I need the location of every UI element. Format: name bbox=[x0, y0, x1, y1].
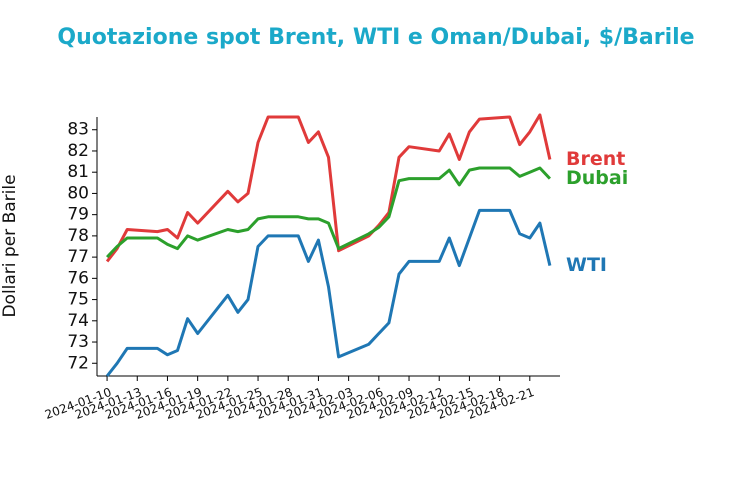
y-tick-label: 74 bbox=[67, 311, 89, 331]
y-tick-label: 78 bbox=[67, 226, 89, 246]
y-tick-label: 75 bbox=[67, 290, 89, 310]
y-tick-label: 76 bbox=[67, 268, 89, 288]
y-axis-label: Dollari per Barile bbox=[0, 174, 20, 317]
y-tick-label: 72 bbox=[67, 353, 89, 373]
y-tick-label: 79 bbox=[67, 205, 89, 225]
y-tick-label: 77 bbox=[67, 247, 89, 267]
series-line bbox=[105, 113, 552, 263]
series-label: Brent bbox=[566, 148, 625, 170]
y-tick-label: 80 bbox=[67, 183, 89, 203]
series-label: Dubai bbox=[566, 167, 628, 189]
y-tick-label: 82 bbox=[67, 141, 89, 161]
y-tick-label: 83 bbox=[67, 120, 89, 140]
y-tick-label: 73 bbox=[67, 332, 89, 352]
series-line bbox=[106, 166, 551, 259]
y-tick-label: 81 bbox=[67, 162, 89, 182]
chart-title: Quotazione spot Brent, WTI e Oman/Dubai,… bbox=[57, 25, 694, 50]
series-label: WTI bbox=[566, 254, 607, 276]
series-line bbox=[105, 208, 552, 377]
